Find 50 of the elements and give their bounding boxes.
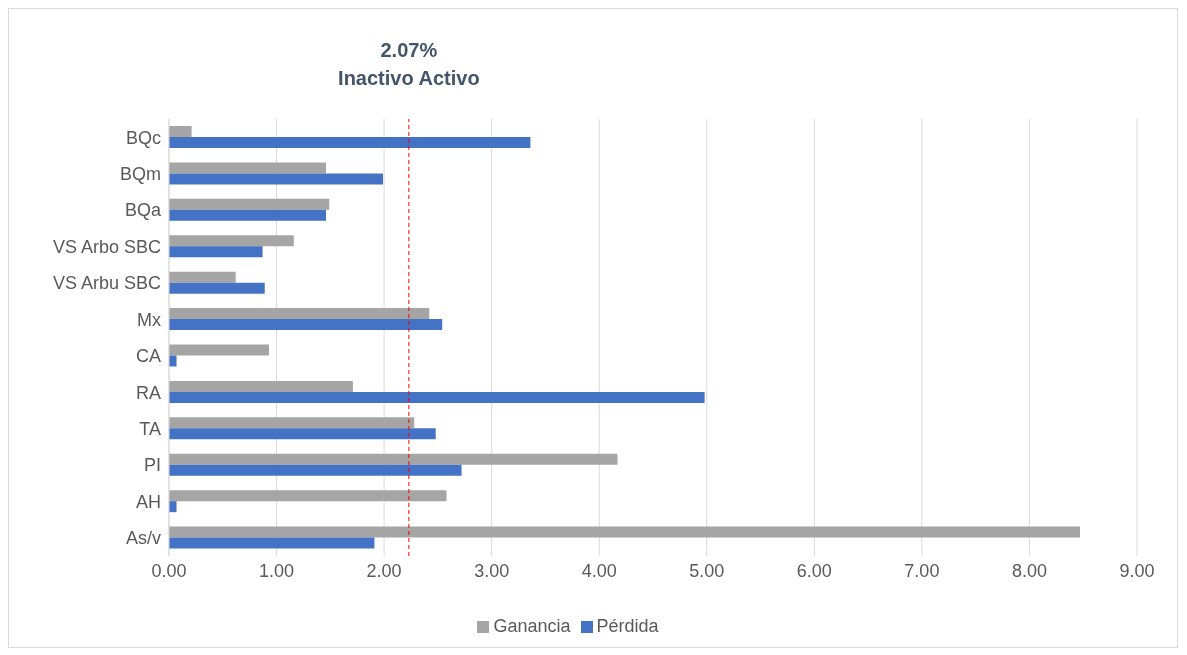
x-tick-label: 0.00 xyxy=(151,560,187,581)
x-tick-label: 2.00 xyxy=(366,560,402,581)
x-tick-label: 9.00 xyxy=(1119,560,1155,581)
y-tick-label: VS Arbo SBC xyxy=(52,236,161,257)
bar xyxy=(169,464,462,476)
text: Inactivo Activo xyxy=(338,67,480,89)
bar xyxy=(169,198,330,210)
bar xyxy=(169,271,236,283)
bar xyxy=(169,537,375,549)
y-tick-label: As/v xyxy=(125,528,161,549)
bar xyxy=(169,246,263,258)
bar xyxy=(169,391,705,403)
y-tick-label: AH xyxy=(135,491,161,512)
x-tick-label: 8.00 xyxy=(1011,560,1047,581)
legend-label: Pérdida xyxy=(596,616,659,636)
x-tick-label: 6.00 xyxy=(796,560,832,581)
bar xyxy=(169,235,294,247)
bar xyxy=(169,453,618,465)
y-tick-label: TA xyxy=(139,418,161,439)
text: 2.07% xyxy=(380,39,438,61)
bar xyxy=(169,209,327,221)
y-tick-label: VS Arbu SBC xyxy=(52,273,161,294)
x-tick-label: 1.00 xyxy=(259,560,295,581)
bar xyxy=(169,380,353,392)
bar xyxy=(169,417,415,429)
y-tick-label: PI xyxy=(143,455,161,476)
bar xyxy=(169,319,443,331)
y-tick-label: BQc xyxy=(125,127,161,148)
bar xyxy=(169,173,384,185)
bar xyxy=(169,308,430,320)
legend-label: Ganancia xyxy=(493,616,571,636)
bar xyxy=(169,526,1080,538)
x-tick-label: 7.00 xyxy=(904,560,940,581)
bar xyxy=(169,344,270,356)
bar xyxy=(169,126,192,137)
bar xyxy=(169,428,436,440)
x-tick-label: 3.00 xyxy=(474,560,510,581)
y-tick-label: BQm xyxy=(119,164,161,185)
bar xyxy=(169,137,531,148)
x-tick-label: 5.00 xyxy=(689,560,725,581)
bar xyxy=(169,162,327,174)
bar xyxy=(169,355,177,367)
x-tick-label: 4.00 xyxy=(581,560,617,581)
y-tick-label: RA xyxy=(135,382,161,403)
y-tick-label: BQa xyxy=(124,200,162,221)
y-tick-label: CA xyxy=(135,346,161,367)
y-tick-label: Mx xyxy=(137,309,161,330)
bar xyxy=(169,490,447,502)
bar xyxy=(169,501,177,513)
bar xyxy=(169,282,265,294)
